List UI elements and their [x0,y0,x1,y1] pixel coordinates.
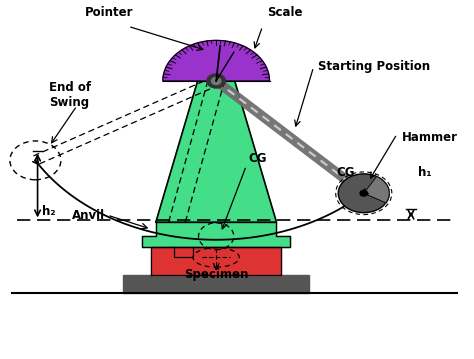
Circle shape [360,190,367,196]
Bar [123,275,309,293]
Text: Hammer: Hammer [401,131,458,144]
Polygon shape [142,222,291,247]
Polygon shape [156,81,276,222]
Text: Starting Position: Starting Position [318,60,430,73]
Text: CG: CG [249,152,267,165]
Polygon shape [163,41,270,81]
Text: Specimen: Specimen [184,268,248,281]
Text: Anvil: Anvil [72,209,105,222]
Text: End of
Swing: End of Swing [49,81,91,109]
Polygon shape [364,177,389,203]
Text: h₁: h₁ [418,166,431,179]
Text: Scale: Scale [267,6,303,19]
Text: CG: CG [337,166,356,179]
Text: h₂: h₂ [42,205,56,218]
Text: Pointer: Pointer [85,6,134,19]
Bar [151,247,281,275]
Circle shape [207,74,226,88]
Circle shape [338,174,389,213]
Circle shape [211,78,221,84]
